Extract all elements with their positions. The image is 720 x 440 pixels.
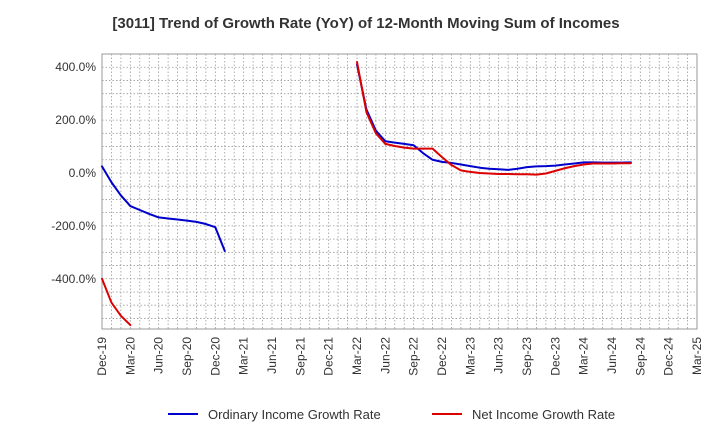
x-tick-label: Dec-23 xyxy=(548,337,562,376)
x-tick-label: Dec-19 xyxy=(95,337,109,376)
series-lines xyxy=(101,60,632,327)
x-tick-label: Dec-21 xyxy=(322,337,336,376)
y-tick-label: -200.0% xyxy=(51,219,96,233)
x-tick-label: Mar-22 xyxy=(350,337,364,375)
x-tick-label: Sep-20 xyxy=(180,337,194,376)
x-tick-label: Mar-20 xyxy=(123,337,137,375)
x-tick-label: Mar-23 xyxy=(463,337,477,375)
x-tick-label: Sep-22 xyxy=(407,337,421,376)
grid xyxy=(102,54,697,329)
x-tick-label: Mar-25 xyxy=(690,337,704,375)
y-tick-label: -400.0% xyxy=(51,272,96,286)
x-axis: Dec-19 Mar-20 Jun-20 Sep-20 Dec-20 Mar-21 Jun-… xyxy=(95,337,704,376)
y-tick-label: 0.0% xyxy=(69,166,97,180)
x-tick-label: Sep-23 xyxy=(520,337,534,376)
legend-label-2: Net Income Growth Rate xyxy=(472,407,615,422)
x-tick-label: Jun-20 xyxy=(152,337,166,374)
plot-area xyxy=(101,53,698,330)
legend: Ordinary Income Growth Rate Net Income Gr… xyxy=(168,407,615,422)
x-tick-label: Sep-21 xyxy=(293,337,307,376)
y-tick-label: 400.0% xyxy=(55,60,96,74)
y-tick-label: 200.0% xyxy=(55,113,96,127)
series-line-2 xyxy=(101,60,632,327)
x-tick-label: Dec-20 xyxy=(208,337,222,376)
chart-title: [3011] Trend of Growth Rate (YoY) of 12-… xyxy=(112,15,619,32)
x-tick-label: Jun-24 xyxy=(605,337,619,374)
x-tick-label: Sep-24 xyxy=(633,337,647,376)
x-tick-label: Mar-24 xyxy=(577,337,591,375)
x-tick-label: Jun-23 xyxy=(492,337,506,374)
legend-label-1: Ordinary Income Growth Rate xyxy=(208,407,381,422)
y-axis: 400.0% 200.0% 0.0% -200.0% -400.0% xyxy=(51,60,96,286)
x-tick-label: Mar-21 xyxy=(237,337,251,375)
x-tick-label: Dec-24 xyxy=(662,337,676,376)
x-tick-label: Jun-21 xyxy=(265,337,279,374)
x-tick-label: Jun-22 xyxy=(378,337,392,374)
series-line-1 xyxy=(101,63,632,252)
x-tick-label: Dec-22 xyxy=(435,337,449,376)
